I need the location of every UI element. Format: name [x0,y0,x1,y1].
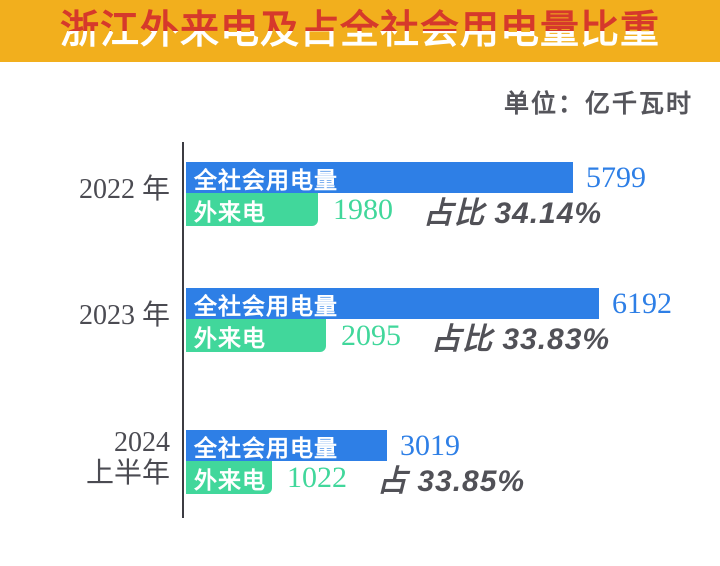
group-bars: 全社会用电量 5799 外来电 1980 占比 34.14% [186,160,646,230]
total-bar-label: 全社会用电量 [194,166,338,193]
external-bar-label: 外来电 [194,324,266,351]
external-value: 1980 [333,192,393,226]
total-bar: 全社会用电量 [186,430,387,461]
external-bar: 外来电 [186,319,326,352]
total-bar-label: 全社会用电量 [194,434,338,461]
external-bar: 外来电 [186,193,318,226]
external-bar-row: 外来电 2095 占比 33.83% [186,318,672,356]
external-bar-row: 外来电 1980 占比 34.14% [186,192,646,230]
total-bar: 全社会用电量 [186,288,599,319]
share-label: 占 33.85% [377,464,526,498]
total-bar-row: 全社会用电量 5799 [186,160,646,194]
external-bar-label: 外来电 [194,198,266,225]
group-bars: 全社会用电量 3019 外来电 1022 占 33.85% [186,428,525,498]
title-banner: 浙江外来电及占全社会用电量比重 [0,0,720,62]
share-label: 占比 34.14% [423,196,603,230]
share-label: 占比 33.83% [431,322,611,356]
chart-group: 2023 年 全社会用电量 6192 外来电 2095 占比 33.83% [0,286,720,356]
group-bars: 全社会用电量 6192 外来电 2095 占比 33.83% [186,286,672,356]
external-value: 1022 [287,460,347,494]
category-label: 2024 上半年 [85,426,170,489]
axis-line [182,142,184,518]
external-bar: 外来电 [186,461,272,494]
total-bar-row: 全社会用电量 6192 [186,286,672,320]
category-label: 2022 年 [78,174,170,206]
external-bar-row: 外来电 1022 占 33.85% [186,460,525,498]
total-bar-label: 全社会用电量 [194,292,338,319]
total-value: 5799 [586,160,646,194]
total-bar: 全社会用电量 [186,162,573,193]
total-value: 3019 [400,428,460,462]
chart-group: 2022 年 全社会用电量 5799 外来电 1980 占比 34.14% [0,160,720,230]
category-label: 2023 年 [78,300,170,332]
unit-label: 单位：亿千瓦时 [503,91,693,118]
total-bar-row: 全社会用电量 3019 [186,428,525,462]
total-value: 6192 [612,286,672,320]
external-bar-label: 外来电 [194,466,266,493]
chart-group: 2024 上半年 全社会用电量 3019 外来电 1022 占 33.85% [0,426,720,498]
page-title: 浙江外来电及占全社会用电量比重 [60,0,660,62]
external-value: 2095 [341,318,401,352]
